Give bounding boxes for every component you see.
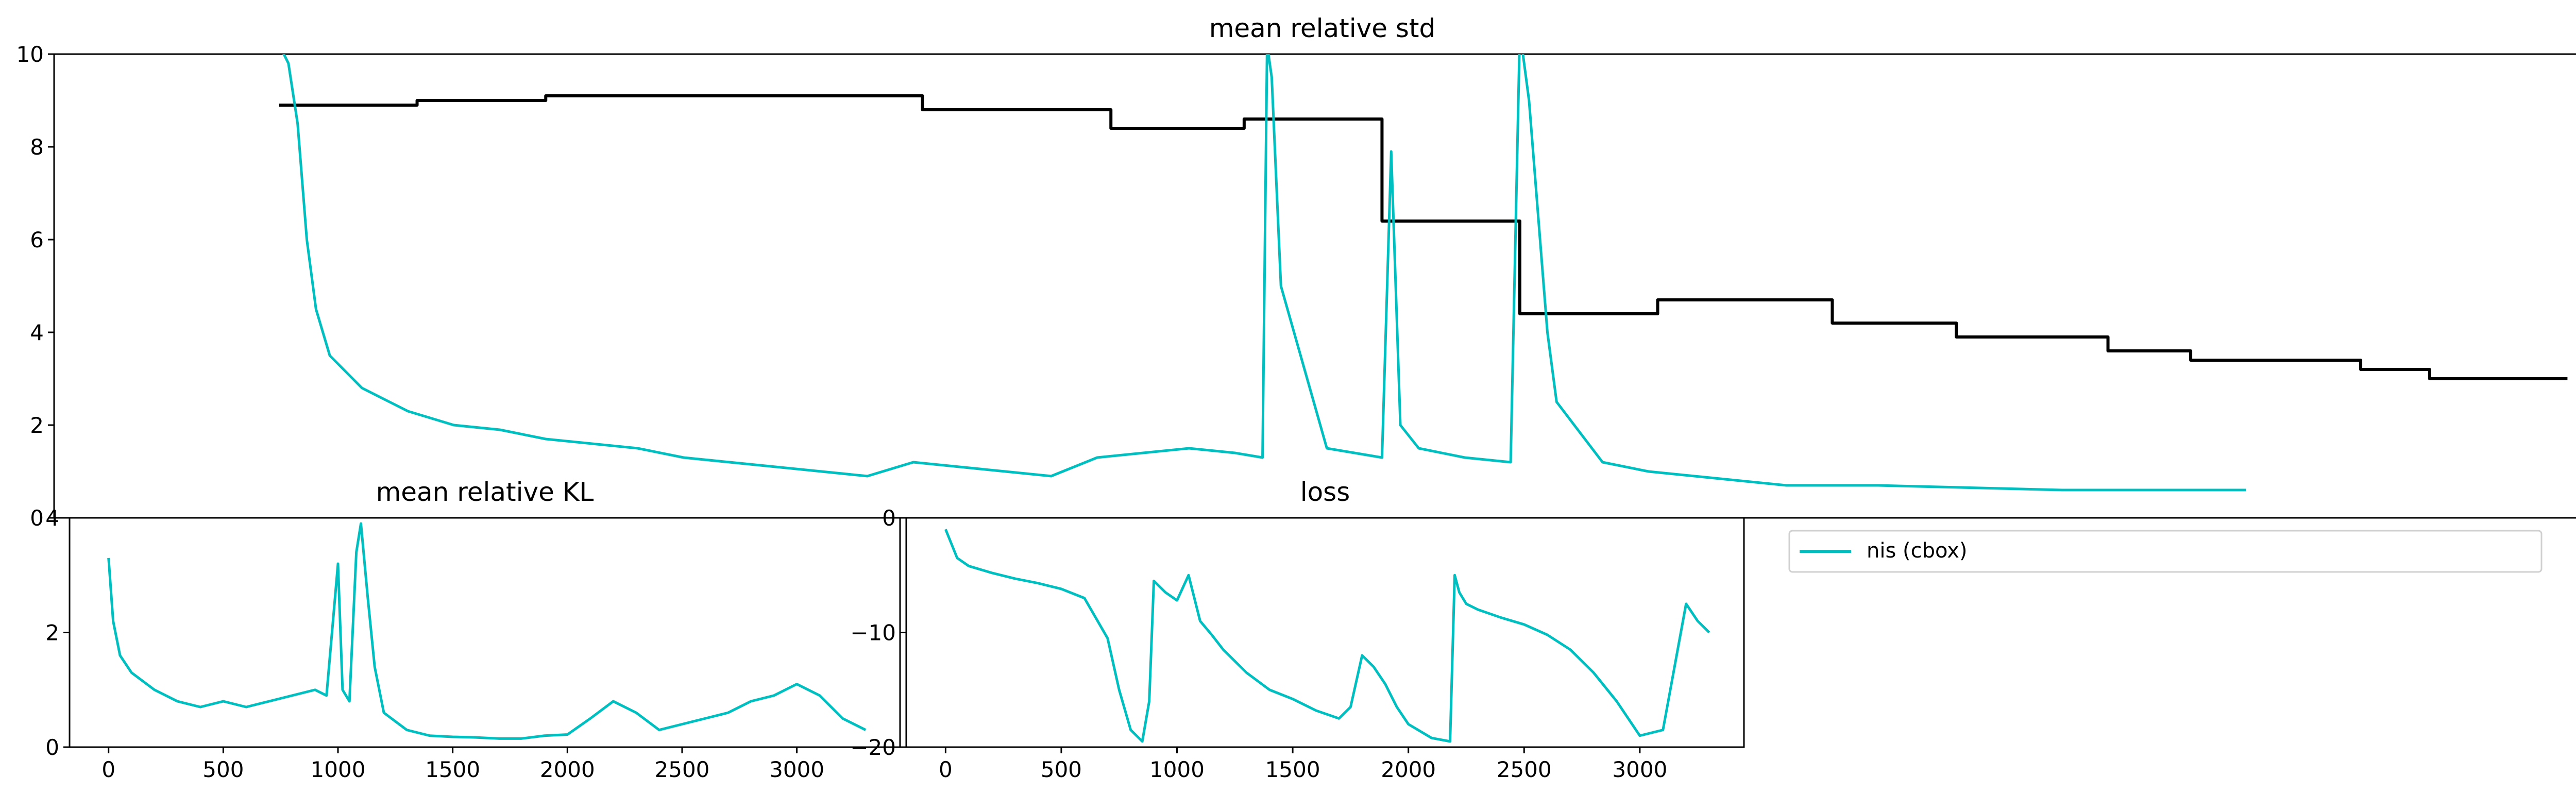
legend: nis (cbox) xyxy=(1743,518,2543,747)
loss-xtick-label: 0 xyxy=(939,757,953,782)
top-axes-frame xyxy=(53,53,2576,519)
kl-xtick-label: 3000 xyxy=(769,757,824,782)
top-ytick-label: 4 xyxy=(30,320,44,345)
loss-ytick-label: −10 xyxy=(850,620,896,646)
top-ytick-label: 0 xyxy=(30,505,44,531)
top-ytick-label: 10 xyxy=(16,42,44,67)
legend-box xyxy=(1788,530,2543,573)
kl-series-line-0 xyxy=(107,522,867,740)
loss-ytick-label: −20 xyxy=(850,735,896,760)
loss-ytick-label: 0 xyxy=(882,505,896,531)
kl-ytick-label: 2 xyxy=(45,620,59,646)
legend-label: nis (cbox) xyxy=(1867,539,1968,563)
loss-xtick-label: 500 xyxy=(1041,757,1082,782)
kl-ytick-label: 0 xyxy=(45,735,59,760)
kl-xtick-label: 2500 xyxy=(655,757,710,782)
loss-series-line-0 xyxy=(944,529,1710,743)
kl-xtick-label: 1000 xyxy=(311,757,366,782)
loss-xtick-label: 2000 xyxy=(1381,757,1436,782)
kl-axes-frame xyxy=(69,517,901,748)
top-panel: mean relative std 0 2 4 6 8 10 xyxy=(16,13,2576,531)
loss-panel: loss 0 −10 −20 0 500 1000 1500 2000 2500 3000 xyxy=(850,477,1745,782)
top-title: mean relative std xyxy=(1209,13,1436,43)
kl-panel: mean relative KL 0 2 4 0 500 1000 1500 2000 2500 3… xyxy=(45,477,901,782)
loss-xtick-label: 3000 xyxy=(1612,757,1667,782)
kl-xtick-label: 2000 xyxy=(540,757,595,782)
kl-title: mean relative KL xyxy=(376,477,594,507)
top-series-line-0 xyxy=(279,94,2568,380)
kl-xtick-label: 0 xyxy=(101,757,115,782)
top-series-line-1 xyxy=(282,54,2246,492)
top-ytick-label: 8 xyxy=(30,134,44,160)
loss-xtick-label: 2500 xyxy=(1497,757,1552,782)
loss-title: loss xyxy=(1300,477,1350,507)
loss-xtick-label: 1500 xyxy=(1265,757,1320,782)
kl-xtick-label: 1500 xyxy=(425,757,480,782)
kl-xtick-label: 500 xyxy=(202,757,244,782)
top-ytick-label: 2 xyxy=(30,413,44,438)
top-ytick-label: 6 xyxy=(30,227,44,252)
loss-xtick-label: 1000 xyxy=(1149,757,1205,782)
kl-ytick-label: 4 xyxy=(45,505,59,531)
